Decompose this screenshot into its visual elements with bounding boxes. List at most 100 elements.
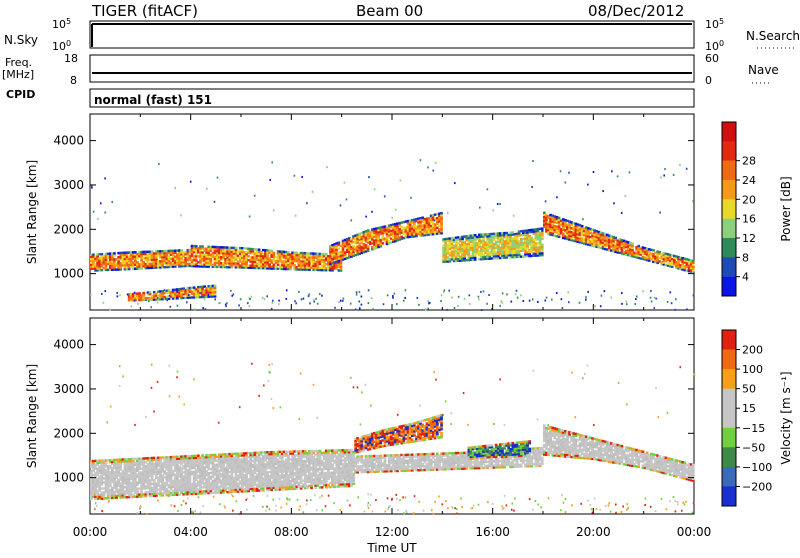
power-scatter-cell xyxy=(344,182,346,184)
power-scatter-cell xyxy=(116,292,118,294)
power-scatter-cell xyxy=(429,302,431,304)
power-scatter-cell xyxy=(585,299,587,301)
power-scatter-cell xyxy=(176,291,178,293)
nsky-left-tick-top: 105 xyxy=(52,17,71,31)
power-scatter-cell xyxy=(582,218,584,220)
power-scatter-cell xyxy=(286,289,288,291)
power-scatter-cell xyxy=(93,211,95,213)
power-scatter-cell xyxy=(306,202,308,204)
power-scatter-cell xyxy=(104,177,106,179)
power-scatter-cell xyxy=(441,294,443,296)
power-scatter-cell xyxy=(371,211,373,213)
power-scatter-cell xyxy=(447,309,449,311)
power-cell xyxy=(367,250,370,252)
power-scatter-cell xyxy=(425,308,427,310)
power-scatter-cell xyxy=(420,159,422,161)
power-scatter-cell xyxy=(368,289,370,291)
power-scatter-cell xyxy=(273,209,275,211)
power-scatter-cell xyxy=(448,290,450,292)
power-scatter-cell xyxy=(249,216,251,218)
power-scatter-cell xyxy=(371,297,373,299)
power-scatter-cell xyxy=(560,170,562,172)
power-scatter-cell xyxy=(269,179,271,181)
power-scatter-cell xyxy=(262,297,264,299)
power-cell xyxy=(214,291,217,294)
power-scatter-cell xyxy=(150,306,152,308)
power-scatter-cell xyxy=(319,293,321,295)
power-scatter-cell xyxy=(617,175,619,177)
power-scatter-cell xyxy=(97,218,99,220)
power-cell xyxy=(287,251,290,254)
power-scatter-cell xyxy=(346,198,348,200)
power-scatter-cell xyxy=(480,291,482,293)
nsky-right-tick-bottom: 100 xyxy=(705,39,724,53)
power-scatter-cell xyxy=(663,175,665,177)
power-scatter-cell xyxy=(315,298,317,300)
power-scatter-cell xyxy=(457,305,459,307)
power-scatter-cell xyxy=(394,293,396,295)
power-scatter-cell xyxy=(338,301,340,303)
power-scatter-cell xyxy=(444,289,446,291)
power-cell xyxy=(140,267,143,269)
power-scatter-cell xyxy=(469,294,471,296)
power-scatter-cell xyxy=(271,308,273,310)
power-scatter-cell xyxy=(294,175,296,177)
beam-label: Beam 00 xyxy=(356,2,423,20)
power-scatter-cell xyxy=(134,292,136,294)
power-scatter-cell xyxy=(359,291,361,293)
power-scatter-cell xyxy=(230,290,232,292)
power-scatter-cell xyxy=(679,164,681,166)
power-scatter-cell xyxy=(621,212,623,214)
power-scatter-cell xyxy=(313,299,315,301)
power-scatter-cell xyxy=(626,303,628,305)
power-scatter-cell xyxy=(169,295,171,297)
power-scatter-cell xyxy=(664,168,666,170)
power-scatter-cell xyxy=(334,307,336,309)
power-ylabel: Slant Range [km] xyxy=(25,160,39,264)
power-scatter-cell xyxy=(384,195,386,197)
power-scatter-cell xyxy=(391,217,393,219)
power-scatter-cell xyxy=(358,301,360,303)
power-scatter-cell xyxy=(520,294,522,296)
power-scatter-cell xyxy=(561,298,563,300)
power-scatter-cell xyxy=(447,212,449,214)
nave-right-tick-top: 60 xyxy=(705,52,719,65)
power-scatter-cell xyxy=(486,303,488,305)
power-scatter-cell xyxy=(562,307,564,309)
power-scatter-cell xyxy=(340,300,342,302)
power-scatter-cell xyxy=(214,298,216,300)
power-scatter-cell xyxy=(372,308,374,310)
power-scatter-cell xyxy=(692,200,694,202)
power-scatter-cell xyxy=(433,170,435,172)
freq-left-tick-bottom: 8 xyxy=(70,74,77,87)
power-scatter-cell xyxy=(556,292,558,294)
power-scatter-cell xyxy=(301,176,303,178)
power-scatter-cell xyxy=(593,171,595,173)
nsearch-label: N.Search xyxy=(746,29,800,43)
power-cell xyxy=(541,238,544,240)
nsky-right-tick-top: 105 xyxy=(705,17,724,31)
power-scatter-cell xyxy=(621,292,623,294)
power-scatter-cell xyxy=(233,293,235,295)
power-scatter-cell xyxy=(499,203,501,205)
power-scatter-cell xyxy=(418,304,420,306)
power-scatter-cell xyxy=(435,162,437,164)
power-scatter-cell xyxy=(516,290,518,292)
power-scatter-cell xyxy=(601,295,603,297)
power-scatter-cell xyxy=(361,304,363,306)
power-scatter-cell xyxy=(483,290,485,292)
power-scatter-cell xyxy=(611,170,613,172)
velocity-cell xyxy=(310,487,313,489)
power-scatter-cell xyxy=(604,290,606,292)
power-scatter-cell xyxy=(464,298,466,300)
power-cell xyxy=(235,247,238,249)
power-scatter-cell xyxy=(493,210,495,212)
power-cell xyxy=(382,242,385,244)
power-scatter-cell xyxy=(186,301,188,303)
power-scatter-cell xyxy=(670,291,672,293)
power-cell xyxy=(516,237,519,239)
power-scatter-cell xyxy=(164,289,166,291)
power-scatter-cell xyxy=(454,182,456,184)
radar-title: TIGER (fitACF) xyxy=(91,2,198,20)
